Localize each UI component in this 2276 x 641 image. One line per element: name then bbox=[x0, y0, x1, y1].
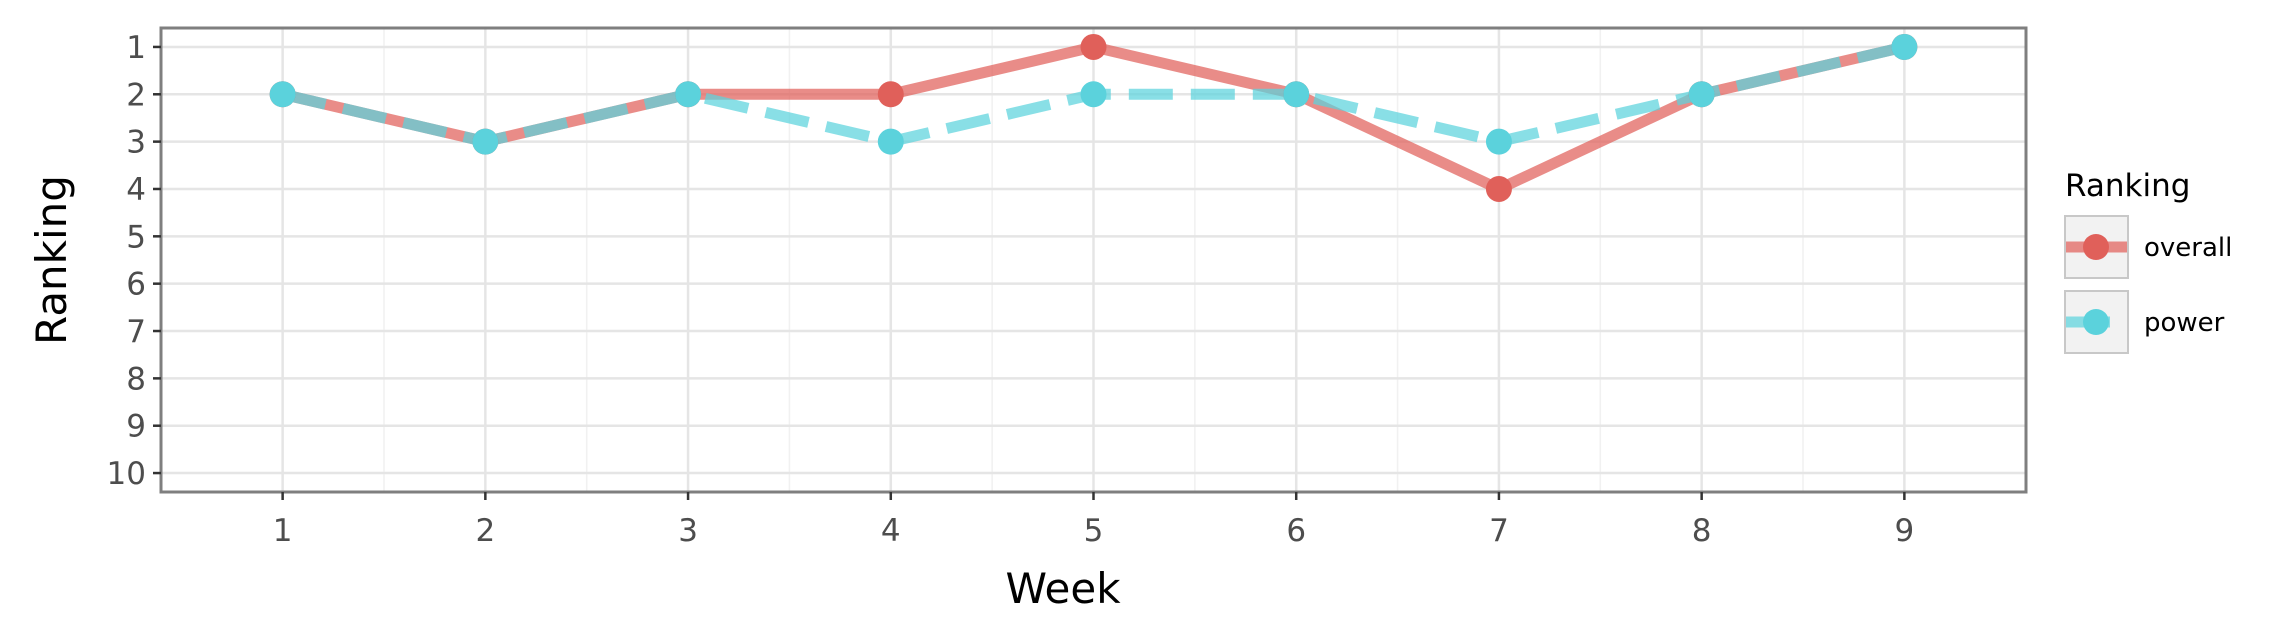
legend-label-power: power bbox=[2144, 308, 2225, 338]
y-ticks: 1 2 3 4 5 6 7 8 9 10 bbox=[107, 30, 161, 492]
data-point-overall bbox=[1080, 33, 1107, 60]
x-tick-label: 4 bbox=[881, 513, 901, 549]
x-axis-title: Week bbox=[1005, 564, 1121, 613]
legend-title: Ranking bbox=[2065, 168, 2190, 204]
data-point-power bbox=[472, 128, 499, 155]
y-tick-label: 1 bbox=[126, 30, 146, 66]
y-tick-label: 8 bbox=[126, 361, 146, 397]
x-tick-label: 5 bbox=[1084, 513, 1104, 549]
x-tick-label: 6 bbox=[1286, 513, 1306, 549]
x-tick-label: 8 bbox=[1692, 513, 1712, 549]
y-tick-label: 3 bbox=[126, 125, 146, 161]
x-ticks: 1 2 3 4 5 6 7 8 9 bbox=[273, 492, 1914, 549]
y-tick-label: 4 bbox=[126, 172, 146, 208]
series-points bbox=[269, 33, 1918, 202]
data-point-power bbox=[269, 81, 296, 108]
y-axis-title: Ranking bbox=[27, 175, 76, 345]
data-point-power bbox=[877, 128, 904, 155]
x-tick-label: 2 bbox=[475, 513, 495, 549]
data-point-power bbox=[1485, 128, 1512, 155]
y-tick-label: 6 bbox=[126, 267, 146, 303]
legend-label-overall: overall bbox=[2144, 233, 2232, 263]
data-point-power bbox=[1891, 33, 1918, 60]
x-tick-label: 7 bbox=[1489, 513, 1509, 549]
data-point-power bbox=[675, 81, 702, 108]
legend: Ranking overall power bbox=[2064, 168, 2232, 354]
legend-key-point-overall bbox=[2083, 234, 2109, 260]
legend-key-point-power bbox=[2083, 309, 2109, 335]
y-tick-label: 2 bbox=[126, 77, 146, 113]
data-point-power bbox=[1283, 81, 1310, 108]
x-tick-label: 1 bbox=[273, 513, 293, 549]
data-point-power bbox=[1688, 81, 1715, 108]
data-point-overall bbox=[877, 81, 904, 108]
y-tick-label: 5 bbox=[126, 219, 146, 255]
y-tick-label: 7 bbox=[126, 314, 146, 350]
grid-minor bbox=[383, 28, 1804, 492]
y-tick-label: 10 bbox=[107, 456, 146, 492]
data-point-overall bbox=[1485, 175, 1512, 202]
data-point-power bbox=[1080, 81, 1107, 108]
y-tick-label: 9 bbox=[126, 409, 146, 445]
x-tick-label: 9 bbox=[1895, 513, 1915, 549]
x-tick-label: 3 bbox=[678, 513, 698, 549]
